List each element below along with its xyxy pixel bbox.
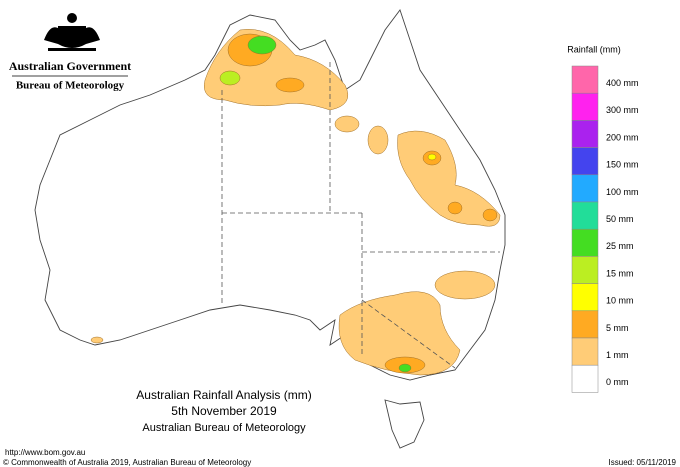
government: Australian Government: [9, 59, 131, 73]
australia-outline: [34, 9, 506, 381]
legend-swatch: [571, 147, 599, 176]
legend-swatch: [571, 337, 599, 366]
legend-swatch: [571, 228, 599, 257]
legend-swatch: [571, 92, 599, 121]
legend-label: 200 mm: [606, 132, 639, 142]
legend-label: 50 mm: [606, 214, 634, 224]
legend-label: 5 mm: [606, 323, 629, 333]
legend-label: 300 mm: [606, 105, 639, 115]
legend-label: 1 mm: [606, 350, 629, 360]
legend-label: 100 mm: [606, 187, 639, 197]
legend-label: 400 mm: [606, 78, 639, 88]
legend-label: 10 mm: [606, 296, 634, 306]
url: http://www.bom.gov.au: [5, 448, 85, 457]
legend-label: 25 mm: [606, 241, 634, 251]
legend-label: 150 mm: [606, 160, 639, 170]
issued: Issued: 05/11/2019: [609, 458, 677, 467]
state-borders: [221, 62, 500, 369]
legend-swatch: [571, 310, 599, 339]
caption-line: Australian Rainfall Analysis (mm): [136, 388, 311, 402]
legend-swatch: [571, 201, 599, 230]
legend-label: 15 mm: [606, 268, 634, 278]
legend-label: 0 mm: [606, 377, 629, 387]
legend-swatch: [571, 120, 599, 148]
legend-swatch: [571, 364, 599, 393]
legend-swatch: [571, 283, 599, 312]
crest: [44, 13, 100, 51]
legend: 400 mm 300 mm 200 mm 150 mm 100 mm 50 mm 25 mm…: [571, 65, 639, 393]
legend-swatch: [571, 174, 599, 203]
legend-title: Rainfall (mm): [567, 44, 621, 54]
caption: Australian Rainfall Analysis (mm) 5th No…: [136, 388, 311, 434]
rainfall-areas: [90, 29, 501, 376]
legend-swatch: [571, 256, 599, 284]
legend-swatch: [571, 65, 599, 94]
bureau: Bureau of Meteorology: [16, 80, 125, 92]
caption-line: Australian Bureau of Meteorology: [142, 422, 306, 434]
tasmania: [384, 399, 425, 449]
caption-line: 5th November 2019: [171, 404, 277, 418]
copyright: © Commonwealth of Australia 2019, Austra…: [3, 458, 251, 467]
